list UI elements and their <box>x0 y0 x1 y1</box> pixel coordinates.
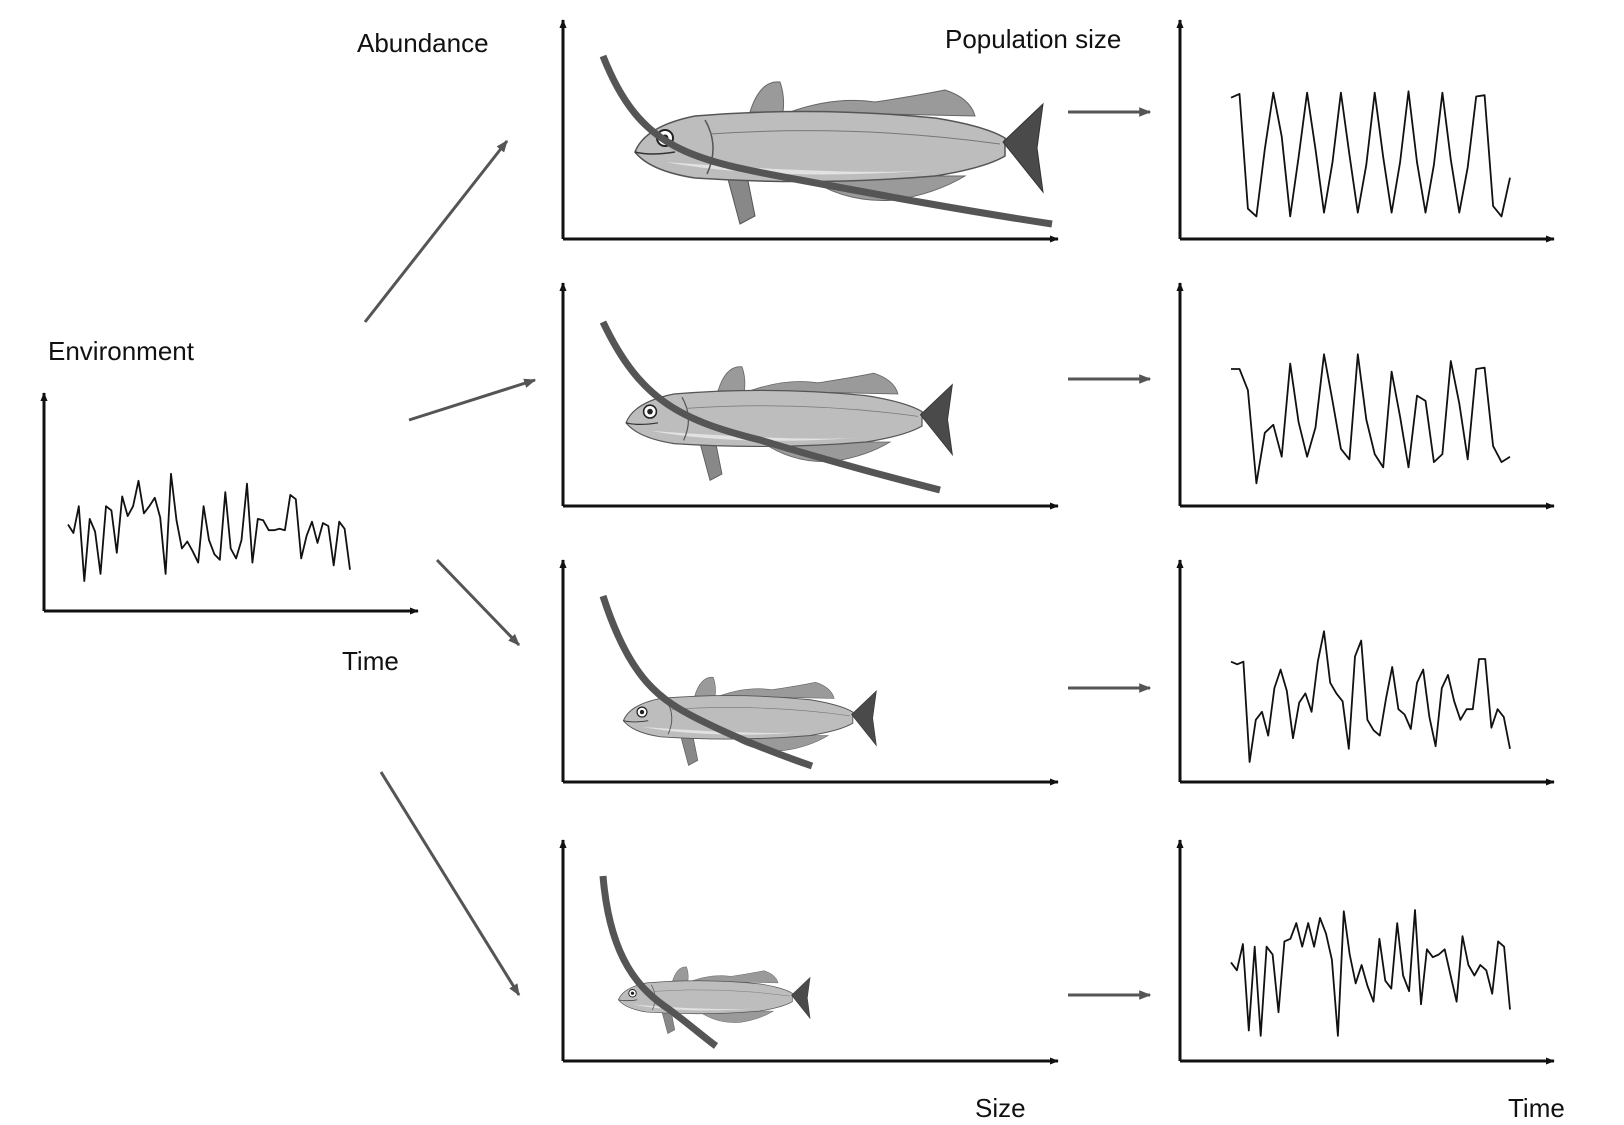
series-layer <box>67 90 1511 1037</box>
size-axes-row-4 <box>559 839 1059 1065</box>
population-series-row-4 <box>1230 909 1511 1037</box>
time-label-right: Time <box>1508 1093 1565 1123</box>
env-arrow-row-4 <box>379 771 521 997</box>
env-arrow-row-3 <box>435 558 521 647</box>
time-label-left: Time <box>342 646 399 676</box>
population-size-label: Population size <box>945 24 1121 54</box>
size-axes-row-2 <box>559 282 1059 510</box>
fish-icon-row-4 <box>617 966 811 1035</box>
population-series-row-2 <box>1231 353 1511 485</box>
environment-axes <box>40 392 419 615</box>
fish-icon-row-2 <box>625 366 953 481</box>
abundance-curve-row-2 <box>599 320 941 494</box>
abundance-curve-row-4 <box>599 875 719 1049</box>
abundance-curve-row-3 <box>599 594 814 770</box>
curves-layer <box>599 54 1053 1049</box>
population-axes-row-3 <box>1176 559 1555 786</box>
environment-label: Environment <box>48 336 195 366</box>
population-axes-row-2 <box>1176 282 1555 510</box>
axes-layer <box>40 19 1555 1065</box>
size-label: Size <box>975 1093 1026 1123</box>
arrows-layer <box>363 107 1152 1000</box>
population-series-row-1 <box>1230 90 1511 218</box>
fish-icon-row-3 <box>622 677 877 766</box>
env-arrow-row-2 <box>408 378 537 422</box>
size-axes-row-1 <box>559 19 1059 243</box>
abundance-curve-row-1 <box>599 54 1053 228</box>
env-arrow-row-1 <box>363 140 509 323</box>
fish-layer <box>617 81 1044 1035</box>
population-axes-row-4 <box>1176 839 1555 1065</box>
environment-series <box>67 472 351 582</box>
population-series-row-3 <box>1230 630 1511 763</box>
population-axes-row-1 <box>1176 19 1555 243</box>
size-axes-row-3 <box>559 559 1059 786</box>
abundance-label: Abundance <box>357 28 489 58</box>
